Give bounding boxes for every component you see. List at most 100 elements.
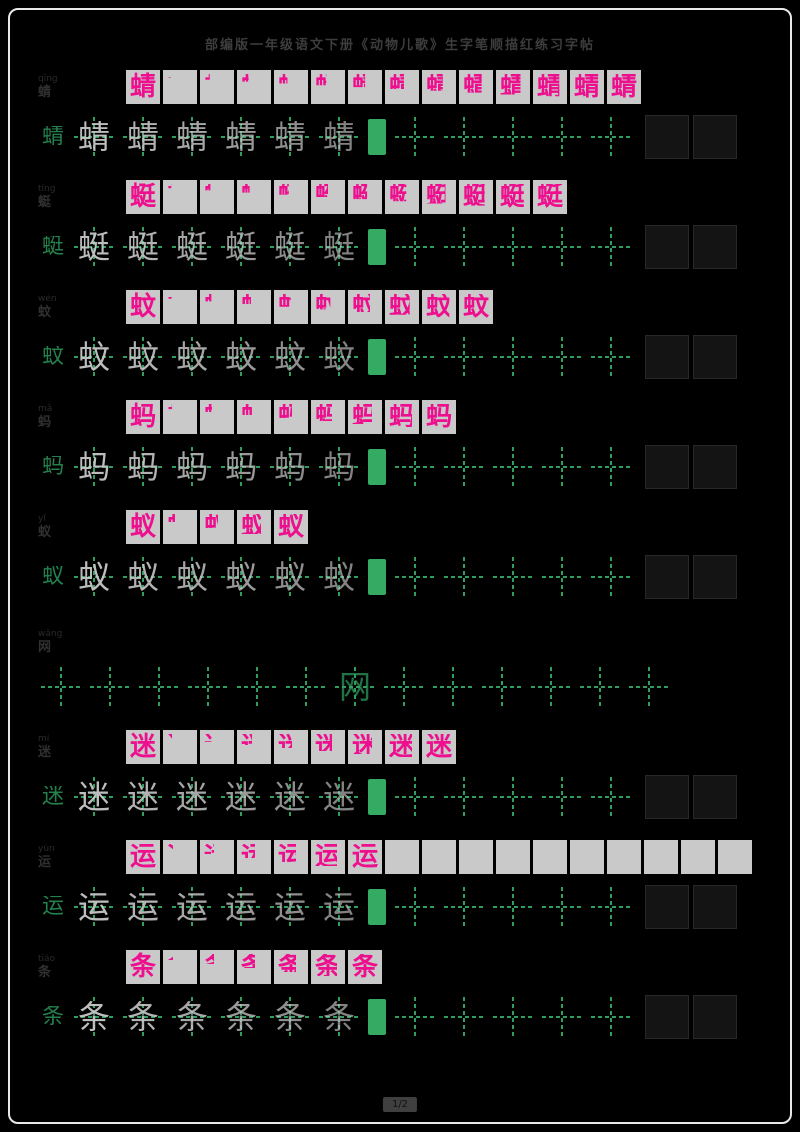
stroke-step-cell: 蜻 [570, 70, 604, 104]
stroke-step-cell: 蜻 [348, 70, 382, 104]
practice-cell-empty [392, 554, 438, 600]
practice-cell-trace: 蜓 [316, 224, 362, 270]
group-label: yǐ 蚁 [38, 514, 126, 540]
character-group: mí 迷迷迷迷迷迷迷迷迷迷迷迷迷迷迷迷迷 [38, 727, 762, 821]
fold-marker-cell [365, 884, 389, 930]
practice-cell-empty [626, 664, 672, 710]
practice-cell-empty [539, 114, 585, 160]
practice-row: 蚊蚊蚊蚊蚊蚊蚊 [38, 333, 762, 381]
stroke-step-cell: 条 [348, 950, 382, 984]
group-pinyin: wǎng [38, 629, 63, 639]
fold-marker [368, 559, 386, 595]
stroke-step-glyph: 运 [240, 842, 267, 872]
stroke-strip: 蚁蚁蚁蚁蚁 [126, 510, 308, 544]
stroke-step-cell: 蚂 [311, 400, 345, 434]
group-label: tiáo 条 [38, 954, 126, 980]
practice-cell-empty [539, 994, 585, 1040]
answer-cell [645, 445, 689, 489]
practice-cell-empty [441, 334, 487, 380]
group-pinyin: qīng [38, 74, 58, 84]
group-label: wǎng 网 [38, 629, 126, 655]
stroke-step-cell: 条 [274, 950, 308, 984]
practice-cell-empty [392, 884, 438, 930]
practice-cell-trace: 蚁 [71, 554, 117, 600]
stroke-order-row: tiáo 条条条条条条条条 [38, 947, 762, 987]
stroke-step-cell [422, 840, 456, 874]
practice-cell-empty [441, 224, 487, 270]
stroke-step-cell: 运 [311, 840, 345, 874]
stroke-step-glyph: 迷 [129, 732, 156, 762]
stroke-step-cell: 蚊 [200, 290, 234, 324]
character-group: wén 蚊蚊蚊蚊蚊蚊蚊蚊蚊蚊蚊蚊蚊蚊蚊蚊蚊蚊 [38, 287, 762, 381]
fold-marker-cell [365, 554, 389, 600]
trace-glyph: 运 [224, 888, 257, 926]
stroke-step-cell: 蚂 [348, 400, 382, 434]
stroke-step-cell: 蜻 [163, 70, 197, 104]
trace-glyph: 条 [224, 998, 257, 1036]
practice-cell-empty [588, 994, 634, 1040]
stroke-step-cell: 蜓 [274, 180, 308, 214]
answer-cell [645, 885, 689, 929]
stroke-step-cell: 蜻 [533, 70, 567, 104]
fold-marker-cell [365, 224, 389, 270]
stroke-step-cell [570, 840, 604, 874]
trace-glyph: 蚁 [126, 558, 159, 596]
trace-glyph: 条 [322, 998, 355, 1036]
stroke-step-cell: 蜻 [422, 70, 456, 104]
practice-cell-trace: 蚂 [71, 444, 117, 490]
stroke-step-cell: 蚂 [237, 400, 271, 434]
stroke-step-glyph: 蚊 [129, 292, 156, 322]
answer-cells [645, 115, 737, 159]
group-character: 蚊 [38, 305, 52, 320]
practice-cell-empty [490, 994, 536, 1040]
practice-row: 蚁蚁蚁蚁蚁蚁蚁 [38, 553, 762, 601]
stroke-step-cell: 蚁 [163, 510, 197, 544]
group-character: 迷 [38, 745, 52, 760]
practice-cell-empty [588, 114, 634, 160]
practice-cell-empty [441, 884, 487, 930]
stroke-step-cell: 蜻 [200, 70, 234, 104]
stroke-strip: 蜻蜻蜻蜻蜻蜻蜻蜻蜻蜻蜻蜻蜻蜻 [126, 70, 641, 104]
answer-cell [693, 995, 737, 1039]
trace-glyph: 蜓 [77, 228, 110, 266]
answer-cell [693, 335, 737, 379]
stroke-step-cell: 运 [126, 840, 160, 874]
practice-cell-empty [430, 664, 476, 710]
practice-cell-trace: 迷 [169, 774, 215, 820]
group-pinyin: yǐ [38, 514, 46, 524]
stroke-step-cell: 运 [237, 840, 271, 874]
stroke-step-glyph: 蚊 [203, 292, 230, 322]
practice-cell-trace: 蜻 [71, 114, 117, 160]
practice-cell-trace: 运 [71, 884, 117, 930]
practice-cell-empty [490, 444, 536, 490]
trace-glyph: 蜓 [126, 228, 159, 266]
practice-cell-trace: 迷 [71, 774, 117, 820]
stroke-strip: 条条条条条条条 [126, 950, 382, 984]
stroke-step-cell: 蜓 [459, 180, 493, 214]
stroke-strip: 蚂蚂蚂蚂蚂蚂蚂蚂蚂 [126, 400, 456, 434]
answer-cell [693, 225, 737, 269]
practice-cell-trace: 迷 [316, 774, 362, 820]
trace-glyph: 蜓 [224, 228, 257, 266]
stroke-step-glyph: 蜓 [314, 182, 341, 212]
practice-cell-trace: 蚂 [316, 444, 362, 490]
answer-cell [693, 445, 737, 489]
trace-glyph: 蚊 [126, 338, 159, 376]
answer-cell [645, 115, 689, 159]
stroke-step-cell: 蜻 [607, 70, 641, 104]
stroke-step-cell: 蚂 [385, 400, 419, 434]
trace-glyph: 蚊 [224, 338, 257, 376]
trace-glyph: 条 [126, 998, 159, 1036]
practice-cell-trace: 蚁 [120, 554, 166, 600]
practice-cell-empty [588, 774, 634, 820]
stroke-step-glyph: 蚊 [388, 292, 415, 322]
group-label: wén 蚊 [38, 294, 126, 320]
answer-cells [645, 445, 737, 489]
stroke-step-cell: 蜻 [496, 70, 530, 104]
practice-cell-empty [539, 224, 585, 270]
stroke-step-cell: 迷 [311, 730, 345, 764]
trace-glyph: 运 [126, 888, 159, 926]
group-label: mí 迷 [38, 734, 126, 760]
fold-marker [368, 229, 386, 265]
practice-cell-empty [490, 114, 536, 160]
